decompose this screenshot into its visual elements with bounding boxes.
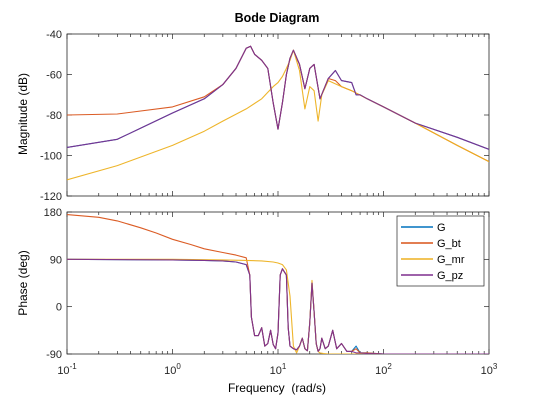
- phase-panel: -90 0 90 180 10-1 100 101 102 103: [44, 207, 498, 377]
- y-tick-label: -80: [46, 110, 62, 122]
- legend: G G_bt G_mr G_pz: [396, 215, 485, 287]
- y-tick-label: -40: [46, 29, 62, 41]
- y-tick-label: -90: [46, 349, 62, 361]
- magnitude-panel: -120 -100 -80 -60 -40: [40, 29, 490, 203]
- x-tick-label: 101: [270, 362, 287, 377]
- legend-label: G: [437, 222, 446, 234]
- axes-box: [66, 33, 490, 197]
- x-tick-label: 100: [164, 362, 181, 377]
- y-tick-label: -100: [40, 151, 62, 163]
- y-tick-label: 180: [44, 207, 62, 219]
- y-tick-label: 90: [50, 254, 62, 266]
- series-line-g-pz: [67, 258, 489, 354]
- legend-label: G_pz: [437, 270, 463, 282]
- series-line-g-mr: [67, 49, 489, 181]
- phase-axis-label: Phase (deg): [16, 250, 30, 315]
- series-line-g-bt: [67, 45, 489, 163]
- frequency-axis-label: Frequency (rad/s): [228, 381, 326, 395]
- y-tick-label: -120: [40, 191, 62, 203]
- magnitude-axis-label: Magnitude (dB): [16, 73, 30, 155]
- y-tick-label: -60: [46, 70, 62, 82]
- series-line-g: [67, 45, 489, 150]
- legend-label: G_mr: [437, 254, 465, 266]
- x-tick-label: 102: [375, 362, 392, 377]
- x-tick-label: 103: [481, 362, 498, 377]
- x-tick-label: 10-1: [57, 362, 77, 377]
- series-line-g-pz: [67, 45, 489, 150]
- legend-label: G_bt: [437, 238, 461, 250]
- y-tick-label: 0: [56, 302, 62, 314]
- chart-title: Bode Diagram: [235, 11, 320, 25]
